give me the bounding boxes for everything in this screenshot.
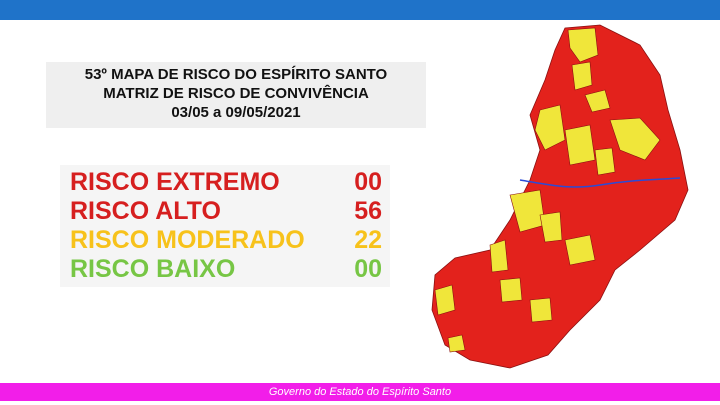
risk-label: RISCO ALTO [70,197,221,225]
risk-map [431,24,689,369]
risk-row: RISCO EXTREMO 00 [70,168,382,196]
risk-count: 22 [354,226,382,254]
risk-row: RISCO ALTO 56 [70,197,382,225]
footer: Governo do Estado do Espírito Santo [0,383,720,401]
risk-count: 00 [354,168,382,196]
top-bar [0,0,720,20]
risk-label: RISCO EXTREMO [70,168,280,196]
risk-count: 00 [354,255,382,283]
title-box: 53º MAPA DE RISCO DO ESPÍRITO SANTO MATR… [46,62,426,128]
title-line: 53º MAPA DE RISCO DO ESPÍRITO SANTO [84,66,388,83]
river [519,177,681,188]
risk-row: RISCO BAIXO 00 [70,255,382,283]
risk-label: RISCO MODERADO [70,226,305,254]
title-line: 03/05 a 09/05/2021 [171,104,301,121]
risk-label: RISCO BAIXO [70,255,236,283]
state-shape [431,24,689,369]
risk-box: RISCO EXTREMO 00 RISCO ALTO 56 RISCO MODER… [60,165,390,287]
risk-row: RISCO MODERADO 22 [70,226,382,254]
risk-count: 56 [354,197,382,225]
title-line: MATRIZ DE RISCO DE CONVIVÊNCIA [103,85,369,102]
moderate-zones [434,27,661,353]
